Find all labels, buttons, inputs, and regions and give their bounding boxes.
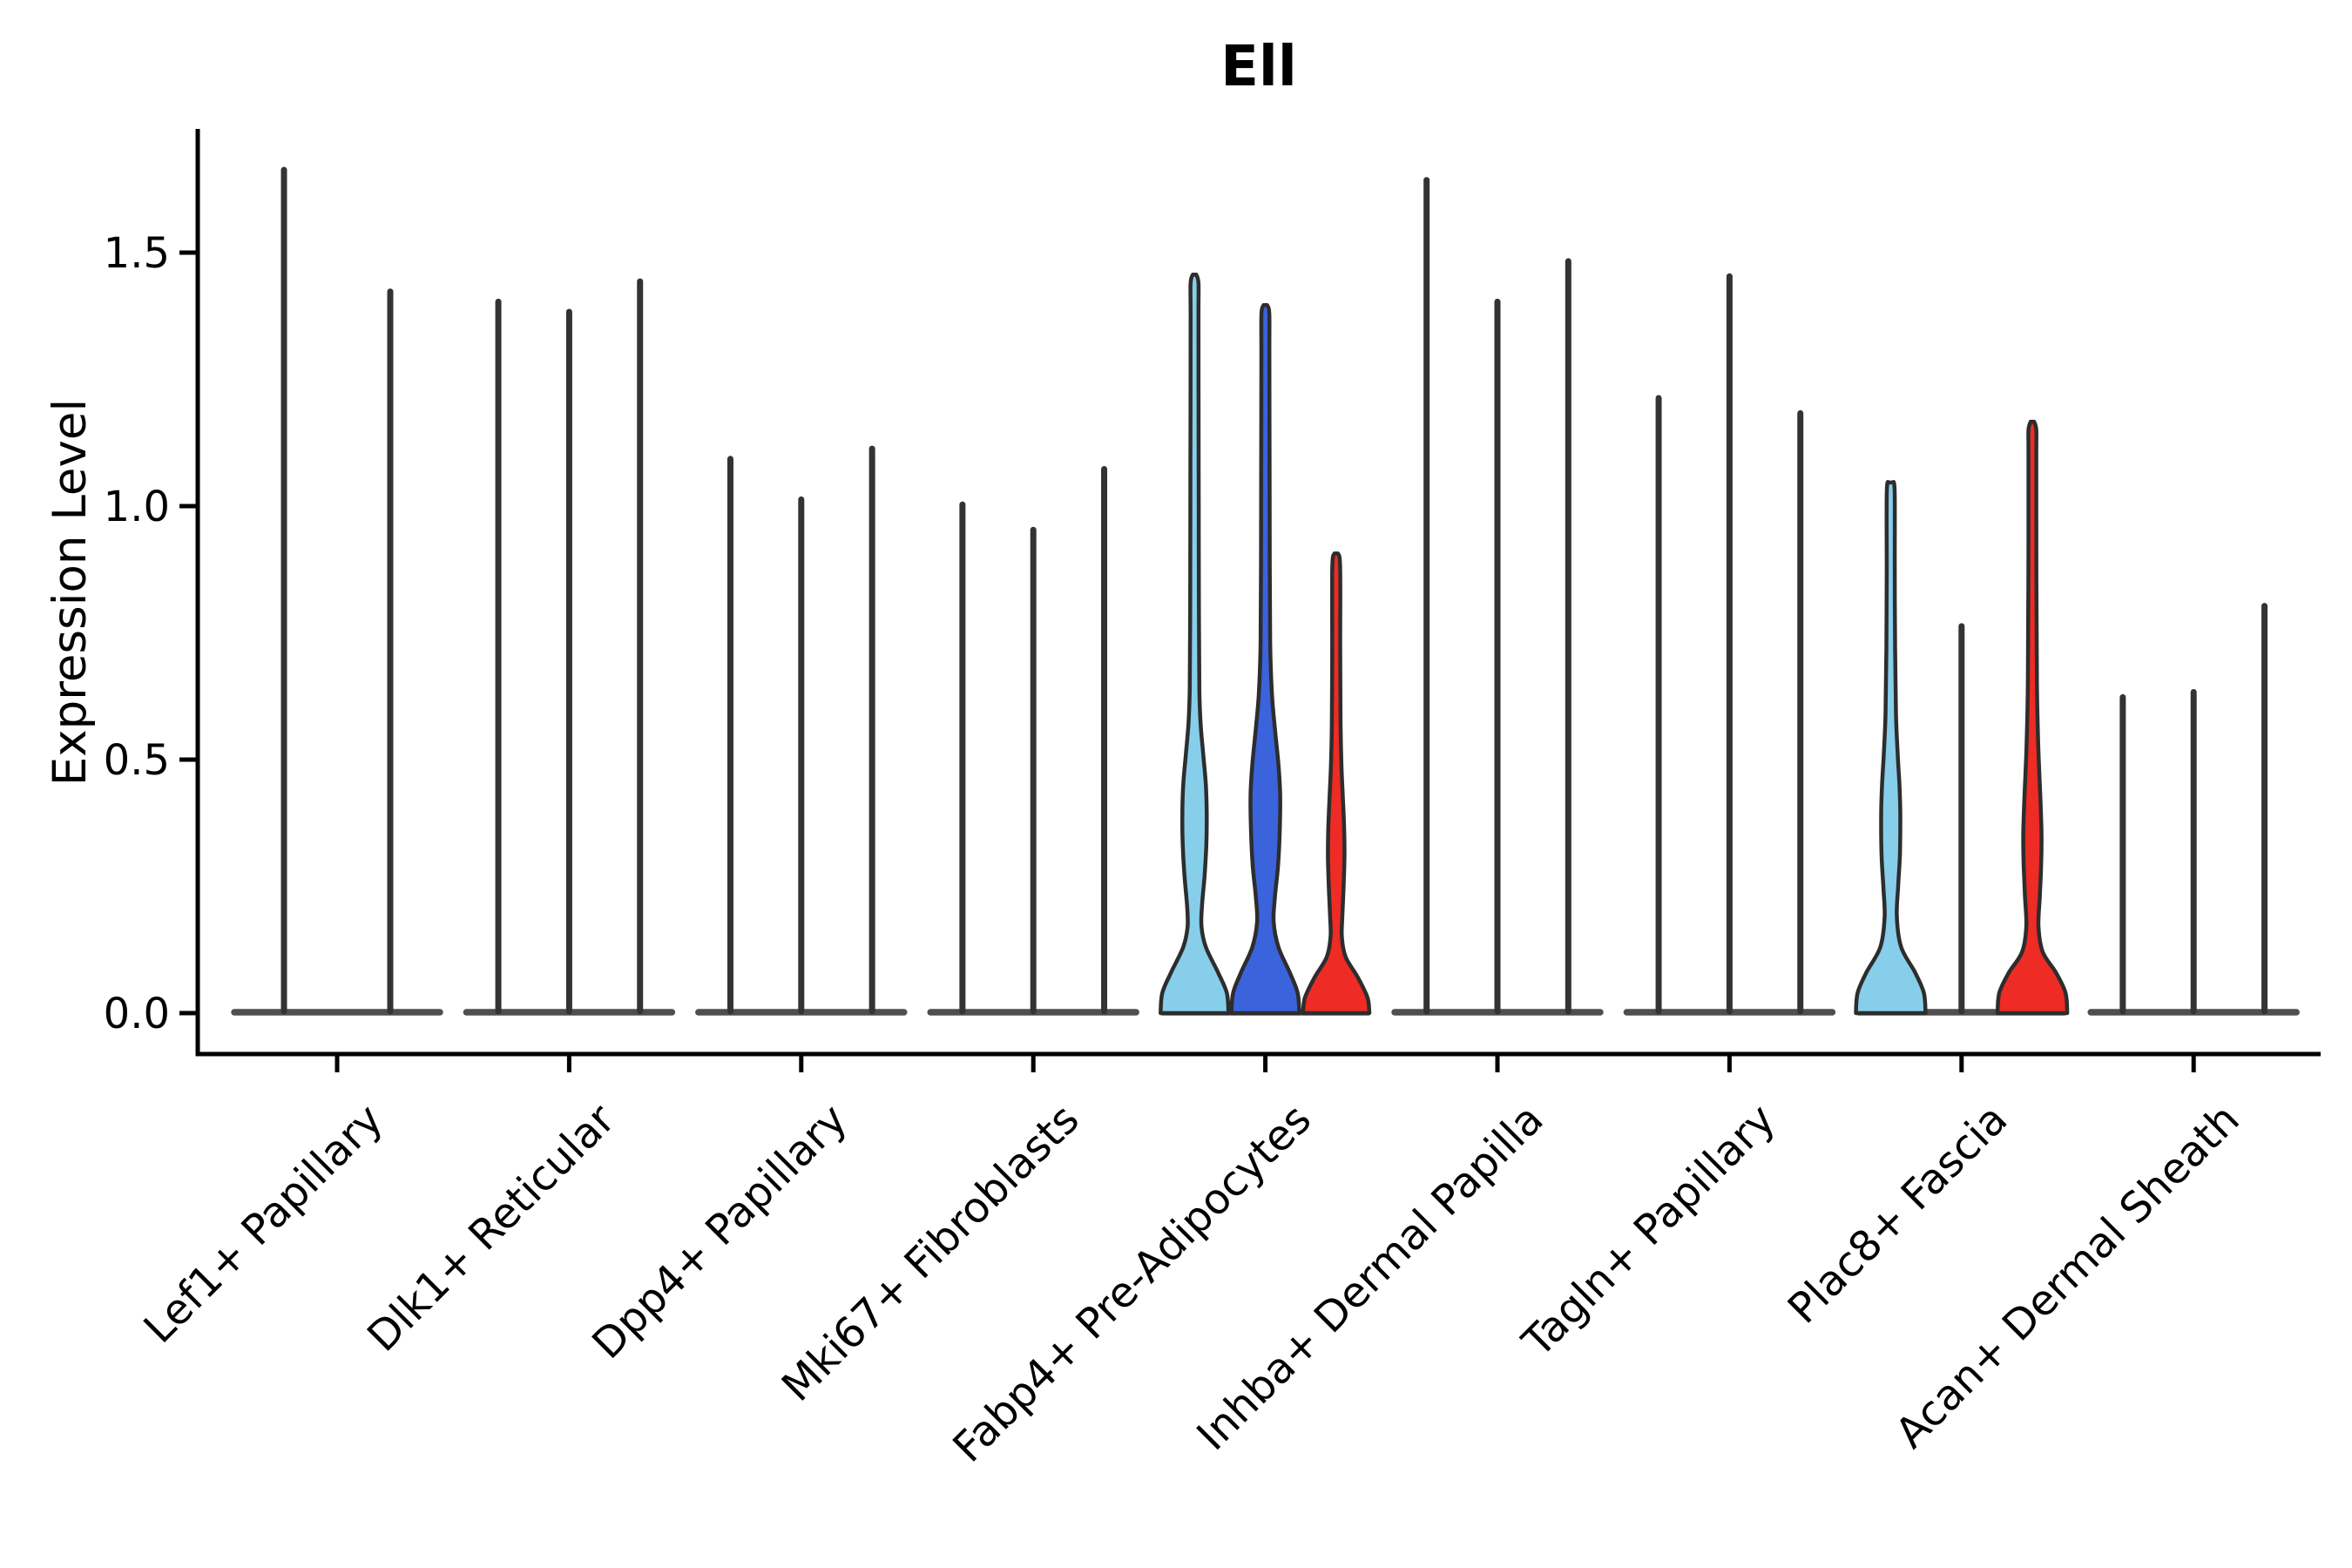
y-tick-label: 1.5 xyxy=(104,229,170,278)
x-tick-label: Dpp4+ Papillary xyxy=(583,1095,856,1369)
y-axis-label: Expression Level xyxy=(44,399,97,786)
x-tick-label: Plac8+ Fascia xyxy=(1779,1095,2017,1334)
violin xyxy=(1301,551,1372,1016)
violin xyxy=(1159,273,1231,1016)
axes-layer xyxy=(179,129,2321,1072)
x-tick-label: Lef1+ Papillary xyxy=(135,1095,393,1353)
chart-title: Ell xyxy=(1220,35,1297,99)
x-tick-label: Dlk1+ Reticular xyxy=(358,1095,625,1362)
violin xyxy=(1229,302,1301,1016)
y-tick-label: 0.0 xyxy=(104,990,170,1038)
violin xyxy=(1995,419,2070,1016)
violin xyxy=(1854,480,1928,1016)
violin-layer xyxy=(280,166,2268,1016)
y-tick-label: 1.0 xyxy=(104,483,170,531)
y-tick-label: 0.5 xyxy=(104,736,170,785)
x-tick-label: Tagln+ Papillary xyxy=(1513,1095,1785,1367)
